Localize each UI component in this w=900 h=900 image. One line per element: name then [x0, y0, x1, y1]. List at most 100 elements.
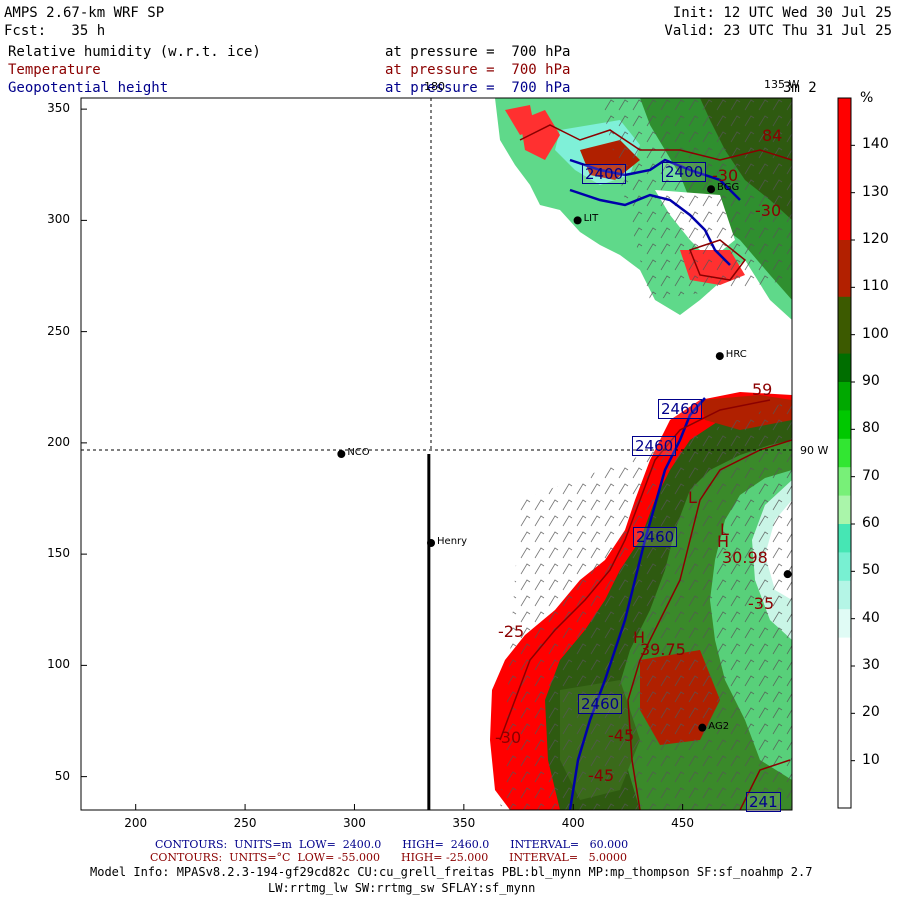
- field-name-rh: Relative humidity (w.r.t. ice): [8, 44, 261, 60]
- colorbar-segment: [838, 552, 851, 582]
- colorbar-segment: [838, 580, 851, 610]
- colorbar-segment: [838, 211, 851, 241]
- field-value-label: 59: [752, 380, 773, 399]
- height-contour-2460: [568, 397, 706, 810]
- y-tick-label: 250: [47, 323, 70, 338]
- model-info-line-1: Model Info: MPASv8.2.3-194-gf29cd82c CU:…: [90, 865, 813, 879]
- colorbar-label: 130: [862, 183, 889, 200]
- colorbar-segment: [838, 154, 851, 184]
- colorbar-segment: [838, 353, 851, 383]
- colorbar-segment: [838, 637, 851, 667]
- height-contour-label: 2460: [632, 436, 677, 456]
- colorbar-unit: %: [860, 90, 874, 106]
- y-tick-label: 300: [47, 212, 70, 227]
- station-label: AG2: [708, 720, 730, 732]
- y-tick-label: 100: [47, 657, 70, 672]
- valid-time: Valid: 23 UTC Thu 31 Jul 25: [664, 23, 892, 39]
- forecast-hour: Fcst: 35 h: [4, 23, 106, 39]
- colorbar-label: 70: [862, 467, 880, 484]
- temp-contour-a: [499, 399, 771, 741]
- height-contour-label: 241: [746, 792, 781, 812]
- station-label: LIT: [583, 213, 599, 225]
- colorbar-label: 30: [862, 657, 880, 673]
- field-level-temp: at pressure = 700 hPa: [385, 62, 571, 78]
- y-tick-label: 200: [47, 434, 70, 449]
- colorbar: [837, 97, 855, 809]
- wind-barbs-north: [600, 98, 792, 300]
- temp-contour-label: -35: [748, 594, 775, 613]
- colorbar-label: 50: [862, 562, 880, 579]
- station-dot: [707, 185, 716, 194]
- colorbar-segment: [838, 779, 851, 809]
- y-tick-label: 350: [47, 101, 70, 116]
- station-dot: [715, 352, 724, 361]
- footer-height-contours: CONTOURS: UNITS=m LOW= 2400.0 HIGH= 2460…: [155, 838, 629, 851]
- field-name-height: Geopotential height: [8, 80, 169, 96]
- station-dot: [573, 216, 582, 225]
- colorbar-segment: [838, 438, 851, 468]
- colorbar-segment: [838, 751, 851, 781]
- colorbar-segment: [838, 524, 851, 553]
- y-axis-ticks: [81, 108, 87, 778]
- station-dot: [698, 723, 707, 732]
- colorbar-segment: [838, 495, 851, 525]
- colorbar-label: 100: [862, 325, 889, 342]
- init-time: Init: 12 UTC Wed 30 Jul 25: [672, 5, 892, 21]
- height-contour-label: 2400: [582, 164, 627, 184]
- field-value-label: 39.75: [640, 640, 686, 659]
- colorbar-segment: [838, 126, 851, 156]
- map-frame: [80, 97, 793, 811]
- height-contour-label: 2400: [662, 162, 707, 182]
- high-low-marker: H: [633, 628, 646, 647]
- lon-label-180: 180: [424, 80, 445, 93]
- height-contour-label: 2460: [658, 399, 703, 419]
- colorbar-segment: [838, 382, 851, 411]
- station-label: NCO: [347, 447, 370, 458]
- field-name-temp: Temperature: [8, 62, 101, 78]
- wind-barbs-south: [500, 400, 792, 810]
- colorbar-segment: [838, 183, 851, 213]
- temp-contour-b: [627, 439, 792, 810]
- x-tick-label: 300: [343, 816, 366, 830]
- field-level-height: at pressure = 700 hPa: [385, 80, 571, 96]
- temp-contour-label: -25: [498, 622, 525, 641]
- colorbar-segment: [838, 268, 851, 298]
- station-dot: [427, 539, 436, 547]
- colorbar-label: 110: [862, 278, 889, 295]
- colorbar-label: 80: [862, 420, 880, 437]
- temp-contour-label: -45: [608, 726, 635, 745]
- grid-label: 3m 2: [783, 80, 817, 96]
- high-low-marker: L: [688, 488, 697, 507]
- y-tick-label: 150: [47, 546, 70, 561]
- x-tick-label: 400: [561, 816, 585, 830]
- station-label: Henry: [437, 536, 468, 547]
- station-label: HRC: [725, 349, 747, 361]
- height-contour-2400-b: [569, 158, 741, 201]
- high-low-marker: L: [720, 520, 729, 539]
- y-tick-label: 50: [54, 768, 70, 783]
- colorbar-segment: [838, 98, 851, 127]
- x-tick-label: 450: [671, 816, 695, 830]
- colorbar-segment: [838, 240, 851, 269]
- temp-contour-label: -30: [755, 201, 782, 220]
- model-info-line-2: LW:rrtmg_lw SW:rrtmg_sw SFLAY:sf_mynn: [268, 881, 536, 895]
- colorbar-label: 10: [862, 751, 880, 768]
- x-tick-label: 350: [452, 816, 476, 830]
- colorbar-frame: [837, 97, 852, 809]
- temp-contour-label: -45: [588, 766, 615, 785]
- field-level-rh: at pressure = 700 hPa: [385, 44, 571, 60]
- colorbar-label: 40: [862, 609, 880, 626]
- colorbar-label: 90: [862, 373, 880, 389]
- temp-contour-d: [519, 124, 792, 161]
- colorbar-segment: [838, 325, 851, 355]
- x-axis-ticks: [135, 804, 684, 810]
- lon-label-90w: 90 W: [800, 444, 829, 457]
- colorbar-segment: [838, 467, 851, 497]
- map-field: [490, 98, 792, 810]
- temp-contour-label: -30: [495, 728, 522, 747]
- colorbar-segment: [838, 666, 851, 695]
- lon-label-135w: 135 W: [764, 78, 800, 91]
- station-dot: [783, 570, 792, 579]
- colorbar-segment: [838, 722, 851, 752]
